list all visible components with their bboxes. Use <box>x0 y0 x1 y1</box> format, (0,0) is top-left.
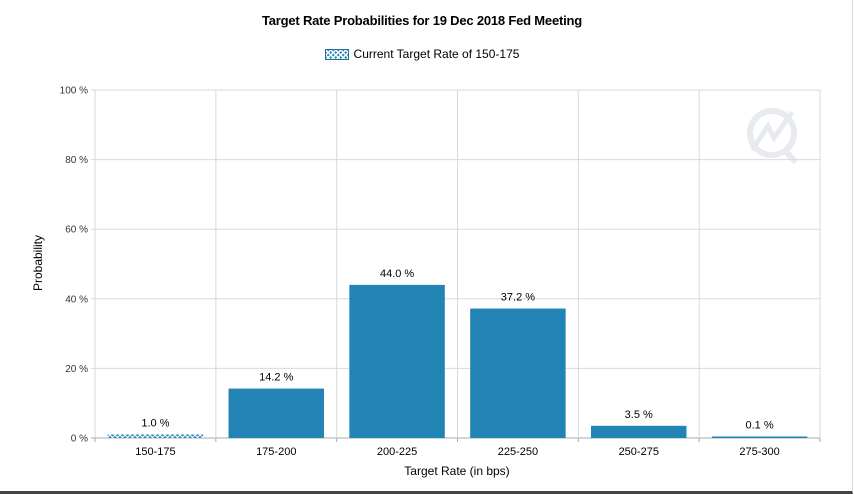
bar-value-label: 1.0 % <box>141 418 169 430</box>
legend[interactable]: Current Target Rate of 150-175 <box>0 47 844 61</box>
bar-value-label: 3.5 % <box>625 409 653 421</box>
watermark-logo <box>747 108 799 165</box>
bar-225-250[interactable] <box>470 308 566 438</box>
bar-value-label: 44.0 % <box>380 268 414 280</box>
y-axis-title: Probability <box>31 235 45 291</box>
y-tick-label: 80 % <box>65 155 88 166</box>
bar-200-225[interactable] <box>349 284 445 438</box>
x-tick-label: 275-300 <box>739 446 779 458</box>
bar-value-label: 14.2 % <box>259 372 293 384</box>
x-tick-label: 175-200 <box>256 446 296 458</box>
bar-275-300[interactable] <box>711 436 808 439</box>
legend-swatch-crosshatch <box>324 48 349 60</box>
bar-value-label: 0.1 % <box>746 420 774 432</box>
bar-175-200[interactable] <box>228 388 324 438</box>
x-tick-label: 225-250 <box>498 446 538 458</box>
chart-title: Target Rate Probabilities for 19 Dec 201… <box>261 13 583 28</box>
y-tick-label: 0 % <box>71 434 88 445</box>
bar-250-275[interactable] <box>591 425 687 438</box>
bar-value-label: 37.2 % <box>501 292 535 304</box>
y-tick-label: 20 % <box>65 364 88 375</box>
y-tick-label: 40 % <box>65 294 88 305</box>
y-tick-label: 100 % <box>60 86 88 97</box>
x-tick-label: 150-175 <box>135 446 175 458</box>
x-tick-label: 200-225 <box>377 446 417 458</box>
x-axis-title: Target Rate (in bps) <box>404 464 509 478</box>
x-tick-label: 250-275 <box>619 446 659 458</box>
legend-label: Current Target Rate of 150-175 <box>353 47 520 61</box>
y-tick-label: 60 % <box>65 225 88 236</box>
bar-150-175[interactable] <box>107 434 204 438</box>
